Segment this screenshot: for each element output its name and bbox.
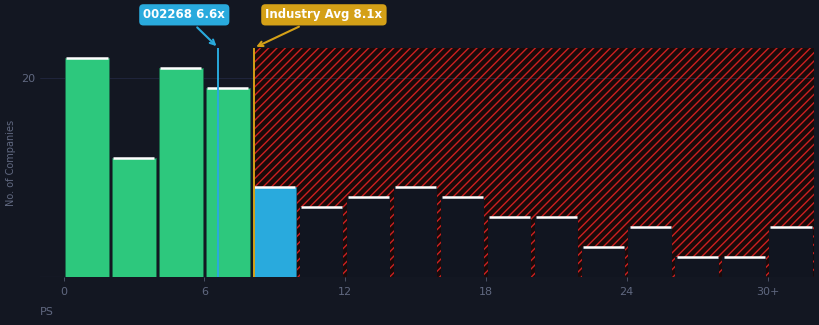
Bar [393, 188, 437, 277]
Text: Industry Avg 8.1x: Industry Avg 8.1x [258, 8, 382, 46]
Bar [768, 227, 812, 277]
Bar [253, 188, 296, 277]
Bar [159, 68, 202, 277]
Bar [581, 247, 624, 277]
Bar [300, 207, 343, 277]
Y-axis label: No. of Companies: No. of Companies [6, 119, 16, 205]
Bar [346, 197, 390, 277]
Bar [627, 227, 671, 277]
Bar [675, 257, 718, 277]
Bar [441, 197, 483, 277]
Bar [112, 158, 156, 277]
Bar [66, 58, 109, 277]
Bar [534, 217, 577, 277]
Bar [722, 257, 765, 277]
Bar [206, 88, 249, 277]
Text: 002268 6.6x: 002268 6.6x [143, 8, 225, 45]
Bar [487, 217, 531, 277]
Text: PS: PS [40, 307, 54, 317]
